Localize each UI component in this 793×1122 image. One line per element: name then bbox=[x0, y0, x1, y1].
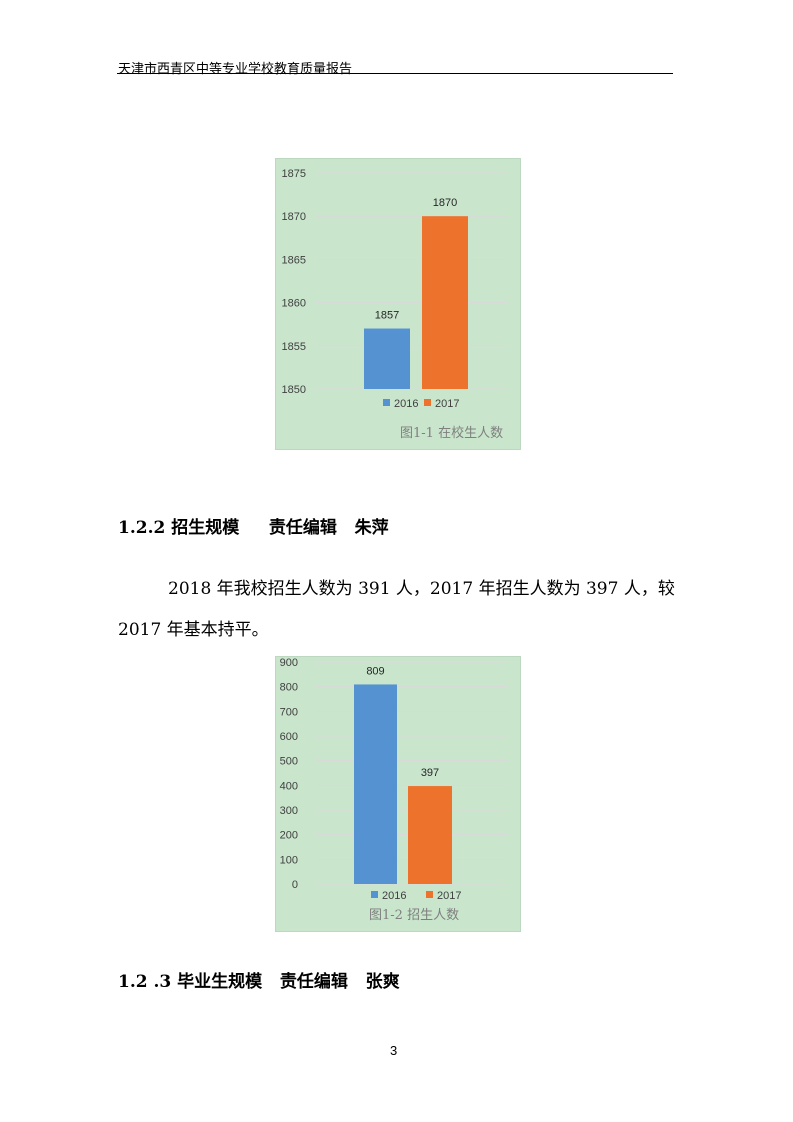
header-rule bbox=[117, 73, 673, 74]
y-tick-label: 1870 bbox=[282, 211, 306, 223]
y-tick-label: 500 bbox=[280, 756, 298, 768]
page-number: 3 bbox=[390, 1043, 398, 1058]
chart-enrolled-students: 1850 1855 1860 1865 1870 1875 1857 1870 2016 2017… bbox=[275, 158, 521, 450]
legend-label: 2016 bbox=[382, 890, 406, 902]
y-tick-label: 1860 bbox=[282, 298, 306, 310]
y-tick-label: 1850 bbox=[282, 384, 306, 396]
y-tick-label: 900 bbox=[280, 657, 298, 669]
data-label: 397 bbox=[421, 767, 439, 779]
y-tick-label: 100 bbox=[280, 854, 298, 866]
y-tick-label: 1875 bbox=[282, 168, 306, 180]
section-heading-1-2-2: 1.2.2 招生规模 责任编辑 朱萍 bbox=[118, 518, 389, 538]
bar-2017 bbox=[422, 216, 468, 389]
running-header: 天津市西青区中等专业学校教育质量报告 bbox=[118, 62, 353, 77]
chart-svg: 1850 1855 1860 1865 1870 1875 1857 1870 2016 2017… bbox=[282, 168, 508, 441]
y-tick-label: 600 bbox=[280, 731, 298, 743]
data-label: 809 bbox=[366, 665, 384, 677]
y-tick-label: 1855 bbox=[282, 341, 306, 353]
y-tick-label: 200 bbox=[280, 830, 298, 842]
y-tick-label: 700 bbox=[280, 706, 298, 718]
y-tick-label: 1865 bbox=[282, 254, 306, 266]
legend-swatch-2017 bbox=[424, 399, 431, 406]
y-tick-label: 0 bbox=[292, 879, 298, 891]
section-heading-1-2-3: 1.2 .3 毕业生规模 责任编辑 张爽 bbox=[118, 972, 400, 992]
paragraph-line-1: 2018 年我校招生人数为 391 人，2017 年招生人数为 397 人，较 bbox=[168, 579, 675, 599]
y-tick-label: 300 bbox=[280, 805, 298, 817]
data-label: 1857 bbox=[375, 310, 399, 322]
legend-label: 2016 bbox=[394, 398, 418, 410]
chart-admissions: 0 100 200 300 400 500 600 700 800 900 809 397 2016 20… bbox=[275, 656, 521, 932]
paragraph-line-2: 2017 年基本持平。 bbox=[118, 620, 269, 640]
bar-2016 bbox=[354, 684, 397, 884]
figure-caption: 图1-2 招生人数 bbox=[369, 908, 459, 923]
bar-2017 bbox=[408, 786, 452, 884]
figure-caption: 图1-1 在校生人数 bbox=[400, 425, 503, 441]
bar-2016 bbox=[364, 328, 410, 389]
legend-label: 2017 bbox=[435, 398, 459, 410]
chart-svg: 0 100 200 300 400 500 600 700 800 900 809 397 2016 20… bbox=[280, 657, 508, 923]
legend-swatch-2016 bbox=[383, 399, 390, 406]
legend-label: 2017 bbox=[437, 890, 461, 902]
legend-swatch-2016 bbox=[371, 891, 378, 898]
y-tick-label: 800 bbox=[280, 682, 298, 694]
data-label: 1870 bbox=[433, 197, 457, 209]
legend-swatch-2017 bbox=[426, 891, 433, 898]
y-tick-label: 400 bbox=[280, 780, 298, 792]
